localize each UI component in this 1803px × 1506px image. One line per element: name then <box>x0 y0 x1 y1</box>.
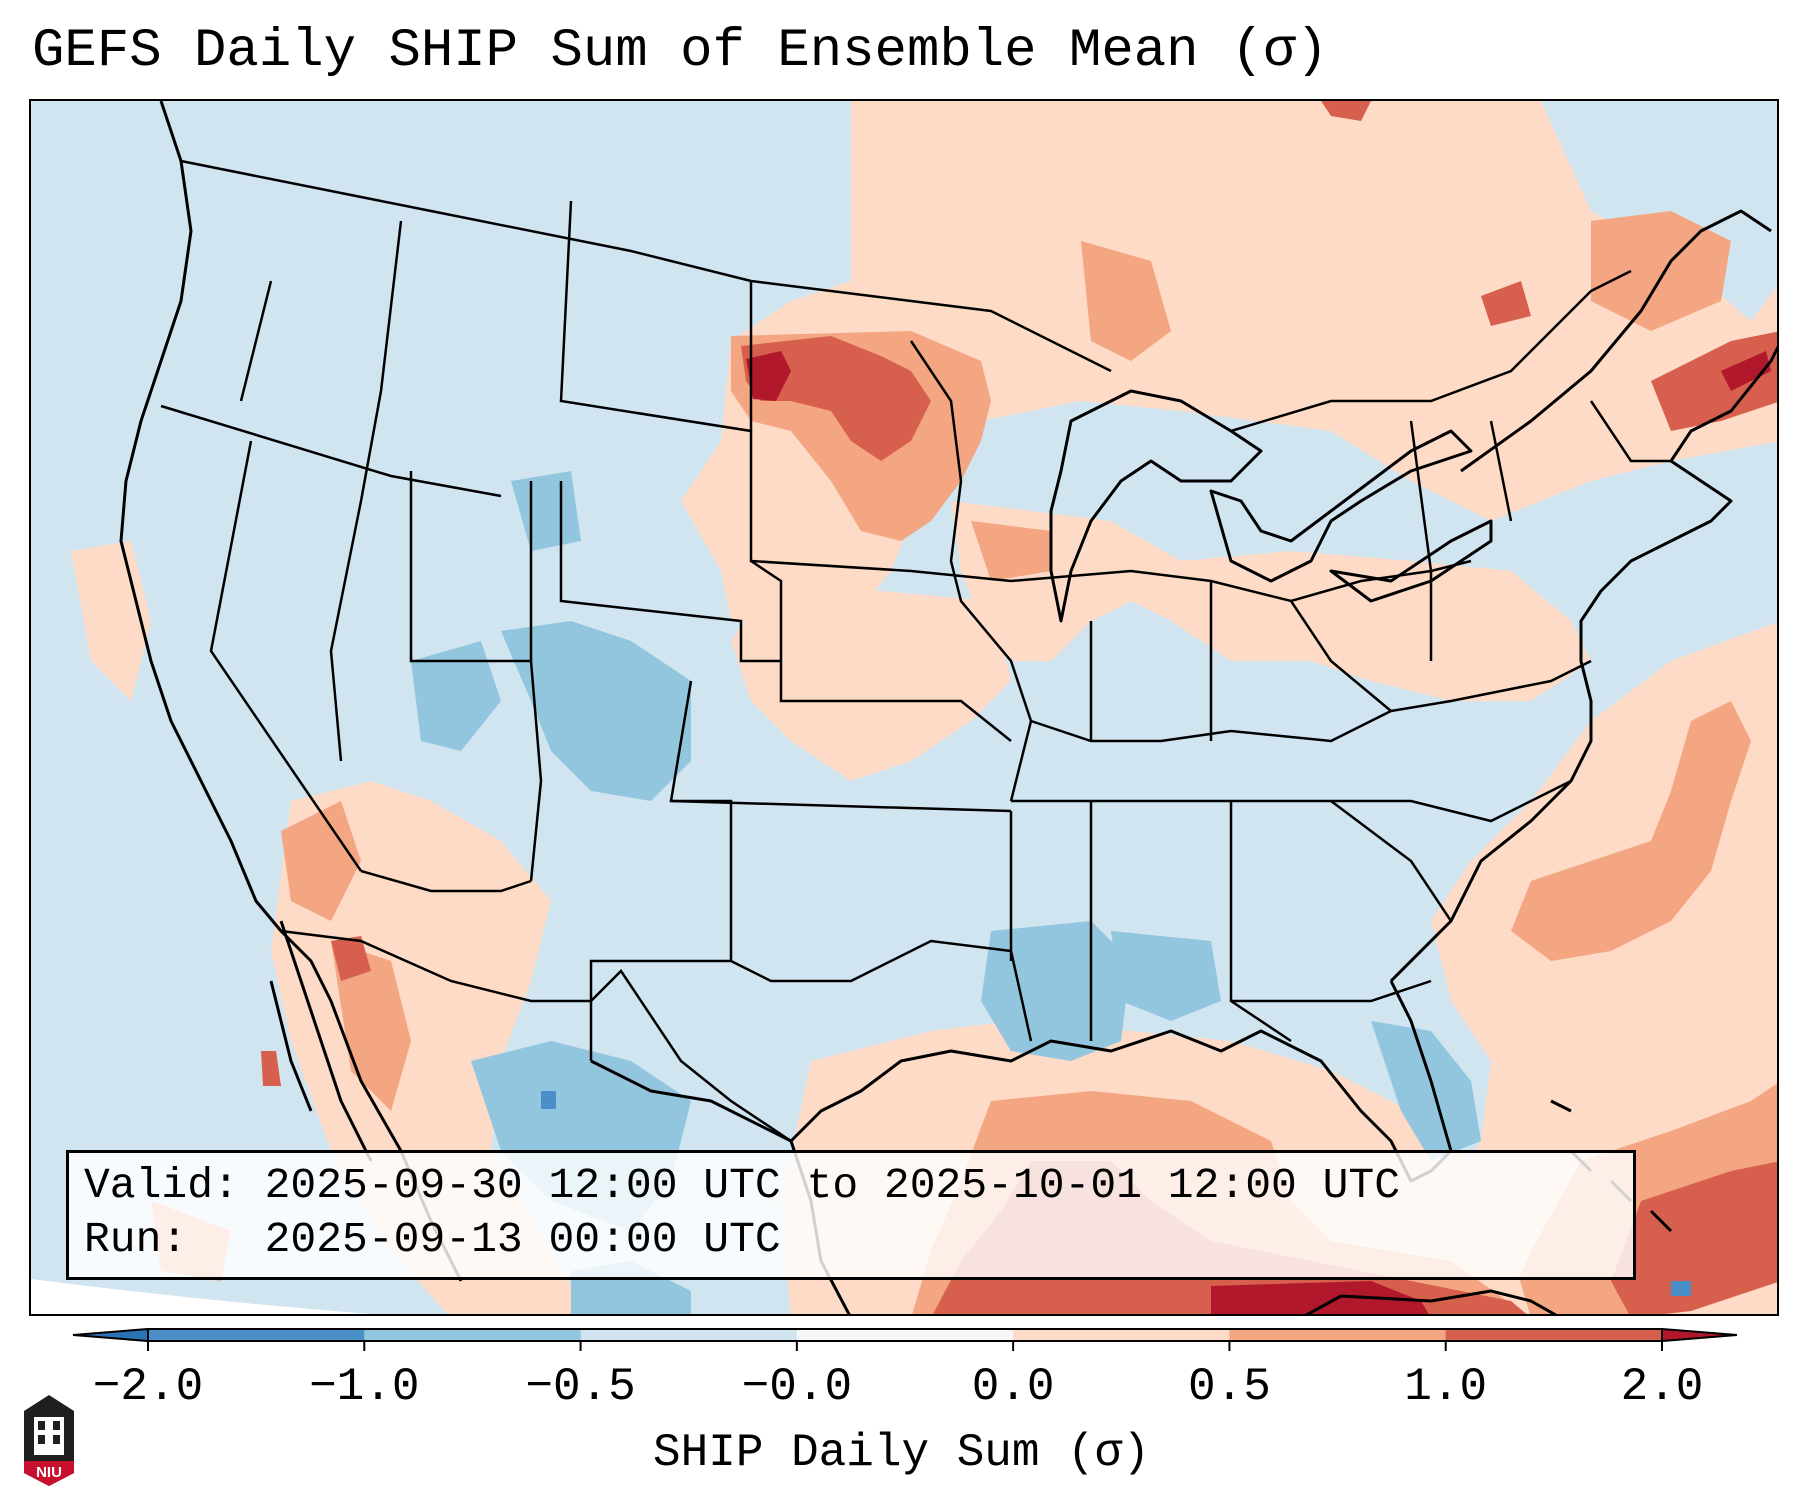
anomaly-patch <box>1721 351 1771 391</box>
colorbar-bins <box>72 1327 1738 1343</box>
colorbar-bin <box>148 1329 365 1341</box>
anomaly-patch <box>1321 101 1371 121</box>
colorbar-tick-label: −0.5 <box>525 1361 636 1413</box>
run-line: Run: 2025-09-13 00:00 UTC <box>84 1215 781 1264</box>
anomaly-patch <box>1511 701 1751 961</box>
colorbar-tick-label: 0.5 <box>1188 1361 1271 1413</box>
colorbar-extend-over <box>1661 1327 1738 1343</box>
colorbar-tick-label: −2.0 <box>92 1361 204 1413</box>
colorbar-tick-label: 0.0 <box>971 1361 1055 1413</box>
anomaly-patch <box>281 801 361 921</box>
anomaly-patch <box>1611 1161 1777 1314</box>
colorbar-bin <box>1013 1329 1230 1341</box>
anomaly-patch <box>411 641 501 751</box>
anomaly-patch <box>511 471 581 551</box>
valid-time-box: Valid: 2025-09-30 12:00 UTC to 2025-10-0… <box>66 1150 1636 1280</box>
colorbar-tick-label: 2.0 <box>1620 1361 1704 1413</box>
valid-line: Valid: 2025-09-30 12:00 UTC to 2025-10-0… <box>84 1161 1401 1210</box>
map-canvas <box>31 101 1777 1314</box>
anomaly-patch <box>261 1051 281 1086</box>
colorbar-extend-under <box>72 1327 149 1343</box>
anomaly-patch <box>981 921 1131 1061</box>
anomaly-patch <box>331 941 411 1111</box>
anomaly-patch <box>1591 211 1731 331</box>
cuba <box>1305 1289 1557 1314</box>
coastline-east <box>1389 345 1777 983</box>
map-panel <box>29 99 1779 1316</box>
coastline-baja <box>269 920 373 1162</box>
coastline-west <box>119 101 463 1282</box>
anomaly-patch <box>1111 931 1221 1021</box>
colorbar-bin <box>580 1329 798 1341</box>
map-title: GEFS Daily SHIP Sum of Ensemble Mean (σ) <box>32 21 1329 82</box>
anomaly-patch <box>1671 521 1771 621</box>
colorbar-ticks <box>147 1341 1663 1351</box>
logo-wordmark: NIU <box>36 1464 62 1481</box>
anomaly-patch <box>1481 281 1531 326</box>
colorbar-tick-label: 1.0 <box>1404 1361 1488 1413</box>
colorbar-bin <box>364 1329 582 1341</box>
colorbar-label: SHIP Daily Sum (σ) <box>653 1427 1150 1479</box>
colorbar-bin <box>796 1329 1014 1341</box>
anomaly-patch <box>1371 1021 1481 1161</box>
colorbar-outline <box>147 1328 1663 1342</box>
anomaly-patch <box>331 936 371 981</box>
colorbar-bin <box>1445 1329 1663 1341</box>
anomaly-patch <box>1651 331 1777 431</box>
anomaly-patch <box>746 351 791 401</box>
anomaly-patch <box>501 621 691 801</box>
anomaly-patch <box>971 521 1051 581</box>
anomaly-patch <box>731 581 1011 781</box>
anomaly-patch <box>1211 1281 1429 1314</box>
anomaly-patch <box>1671 1281 1691 1296</box>
anomaly-patch <box>681 101 1777 621</box>
colorbar-bin <box>1229 1329 1447 1341</box>
colorbar-tick-label: −1.0 <box>309 1361 420 1413</box>
anomaly-patch <box>1081 241 1171 361</box>
colorbar-tick-label: −0.0 <box>741 1361 853 1413</box>
anomaly-patch <box>541 1091 556 1109</box>
state-borders <box>160 159 1671 1143</box>
coastline-stlawrence <box>1460 209 1772 473</box>
niu-logo: NIU <box>24 1395 74 1486</box>
